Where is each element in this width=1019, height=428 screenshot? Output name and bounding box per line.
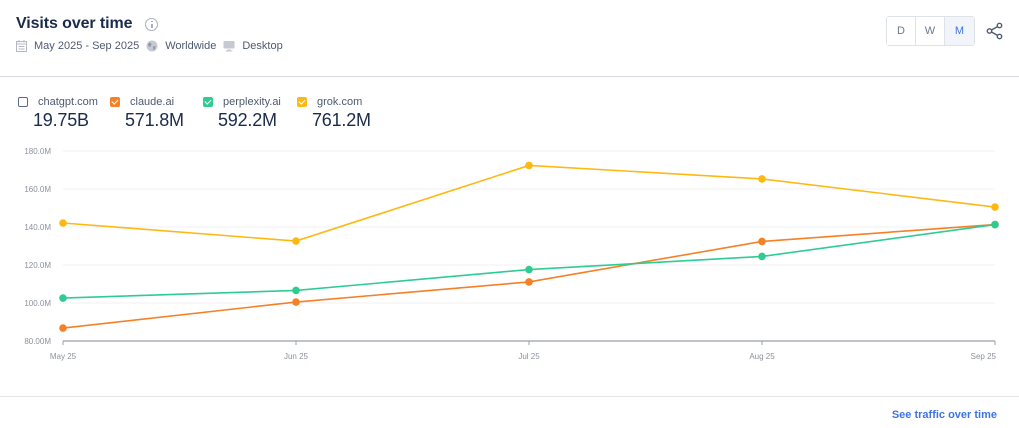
period-monthly-button[interactable]: M bbox=[945, 17, 974, 45]
globe-icon bbox=[146, 40, 158, 52]
legend-label: claude.ai bbox=[130, 96, 175, 108]
see-traffic-link[interactable]: See traffic over time bbox=[891, 409, 997, 421]
legend-value: 761.2M bbox=[312, 110, 371, 130]
legend-item-perplexity[interactable]: perplexity.ai 592.2M bbox=[203, 95, 297, 131]
x-tick-label: Aug 25 bbox=[749, 352, 775, 361]
device-filter: Desktop bbox=[223, 40, 283, 52]
legend-label: perplexity.ai bbox=[223, 96, 281, 108]
data-point[interactable] bbox=[59, 219, 67, 227]
data-point[interactable] bbox=[525, 278, 533, 286]
data-point[interactable] bbox=[991, 203, 999, 211]
legend-checkbox-checked[interactable] bbox=[203, 97, 213, 107]
device-text: Desktop bbox=[242, 40, 283, 52]
y-tick-label: 120.0M bbox=[24, 261, 51, 270]
x-tick-label: Sep 25 bbox=[971, 352, 997, 361]
legend-item-chatgpt[interactable]: chatgpt.com 19.75B bbox=[18, 95, 110, 131]
series-perplexity-ai bbox=[59, 220, 999, 302]
period-weekly-button[interactable]: W bbox=[916, 17, 945, 45]
legend-label: grok.com bbox=[317, 96, 363, 108]
legend-value: 19.75B bbox=[33, 110, 89, 130]
chart-legend: chatgpt.com 19.75B claude.ai 571.8M perp… bbox=[18, 95, 391, 131]
region-filter: Worldwide bbox=[146, 40, 216, 52]
legend-checkbox-checked[interactable] bbox=[297, 97, 307, 107]
data-point[interactable] bbox=[292, 286, 300, 295]
series-line bbox=[62, 223, 996, 329]
data-point[interactable] bbox=[292, 298, 300, 306]
series-line bbox=[62, 164, 996, 242]
info-icon[interactable] bbox=[145, 17, 159, 31]
x-tick-label: Jul 25 bbox=[518, 352, 540, 361]
line-chart: 80.00M 100.0M 120.0M 140.0M 160.0M 180.0M May… bbox=[24, 147, 999, 361]
x-tick-label: Jun 25 bbox=[284, 352, 309, 361]
data-point[interactable] bbox=[59, 294, 67, 302]
legend-value: 592.2M bbox=[218, 110, 277, 130]
legend-checkbox-checked[interactable] bbox=[110, 97, 120, 107]
data-point[interactable] bbox=[758, 252, 766, 261]
date-range-filter: May 2025 - Sep 2025 bbox=[16, 40, 139, 52]
data-point[interactable] bbox=[525, 265, 533, 274]
y-tick-label: 100.0M bbox=[24, 299, 51, 308]
y-tick-label: 140.0M bbox=[24, 223, 51, 232]
y-tick-label: 180.0M bbox=[24, 147, 51, 156]
title-row: Visits over time bbox=[16, 15, 159, 33]
data-point[interactable] bbox=[758, 237, 766, 246]
calendar-icon bbox=[16, 40, 27, 52]
data-point[interactable] bbox=[292, 237, 300, 245]
date-range-text: May 2025 - Sep 2025 bbox=[34, 40, 140, 52]
period-daily-button[interactable]: D bbox=[887, 17, 916, 45]
chart-header: Visits over time May 2025 - Sep 2025 Wor… bbox=[0, 0, 1019, 77]
share-icon[interactable] bbox=[986, 22, 1004, 40]
widget-title: Visits over time bbox=[16, 15, 133, 32]
y-axis: 80.00M 100.0M 120.0M 140.0M 160.0M 180.0M bbox=[24, 147, 51, 346]
x-axis: May 25 Jun 25 Jul 25 Aug 25 Sep 25 bbox=[50, 340, 997, 361]
legend-label: chatgpt.com bbox=[38, 96, 98, 108]
data-point[interactable] bbox=[991, 220, 999, 229]
chart-footer: See traffic over time bbox=[0, 396, 1019, 428]
region-text: Worldwide bbox=[165, 40, 217, 52]
data-point[interactable] bbox=[59, 324, 67, 332]
x-tick-label: May 25 bbox=[50, 352, 77, 361]
y-tick-label: 160.0M bbox=[24, 185, 51, 194]
granularity-toggle: D W M bbox=[886, 16, 975, 46]
legend-value: 571.8M bbox=[125, 110, 184, 130]
data-point[interactable] bbox=[525, 161, 533, 170]
series-line bbox=[62, 223, 996, 299]
legend-item-claude[interactable]: claude.ai 571.8M bbox=[110, 95, 203, 131]
series-grok-com bbox=[59, 161, 999, 245]
data-series bbox=[59, 161, 999, 332]
legend-checkbox-unchecked[interactable] bbox=[18, 97, 28, 107]
filter-summary: May 2025 - Sep 2025 Worldwide Desktop bbox=[16, 40, 290, 52]
y-tick-label: 80.00M bbox=[24, 337, 51, 346]
desktop-icon bbox=[223, 41, 235, 52]
series-claude-ai bbox=[59, 220, 999, 332]
data-point[interactable] bbox=[758, 175, 766, 183]
legend-item-grok[interactable]: grok.com 761.2M bbox=[297, 95, 391, 131]
